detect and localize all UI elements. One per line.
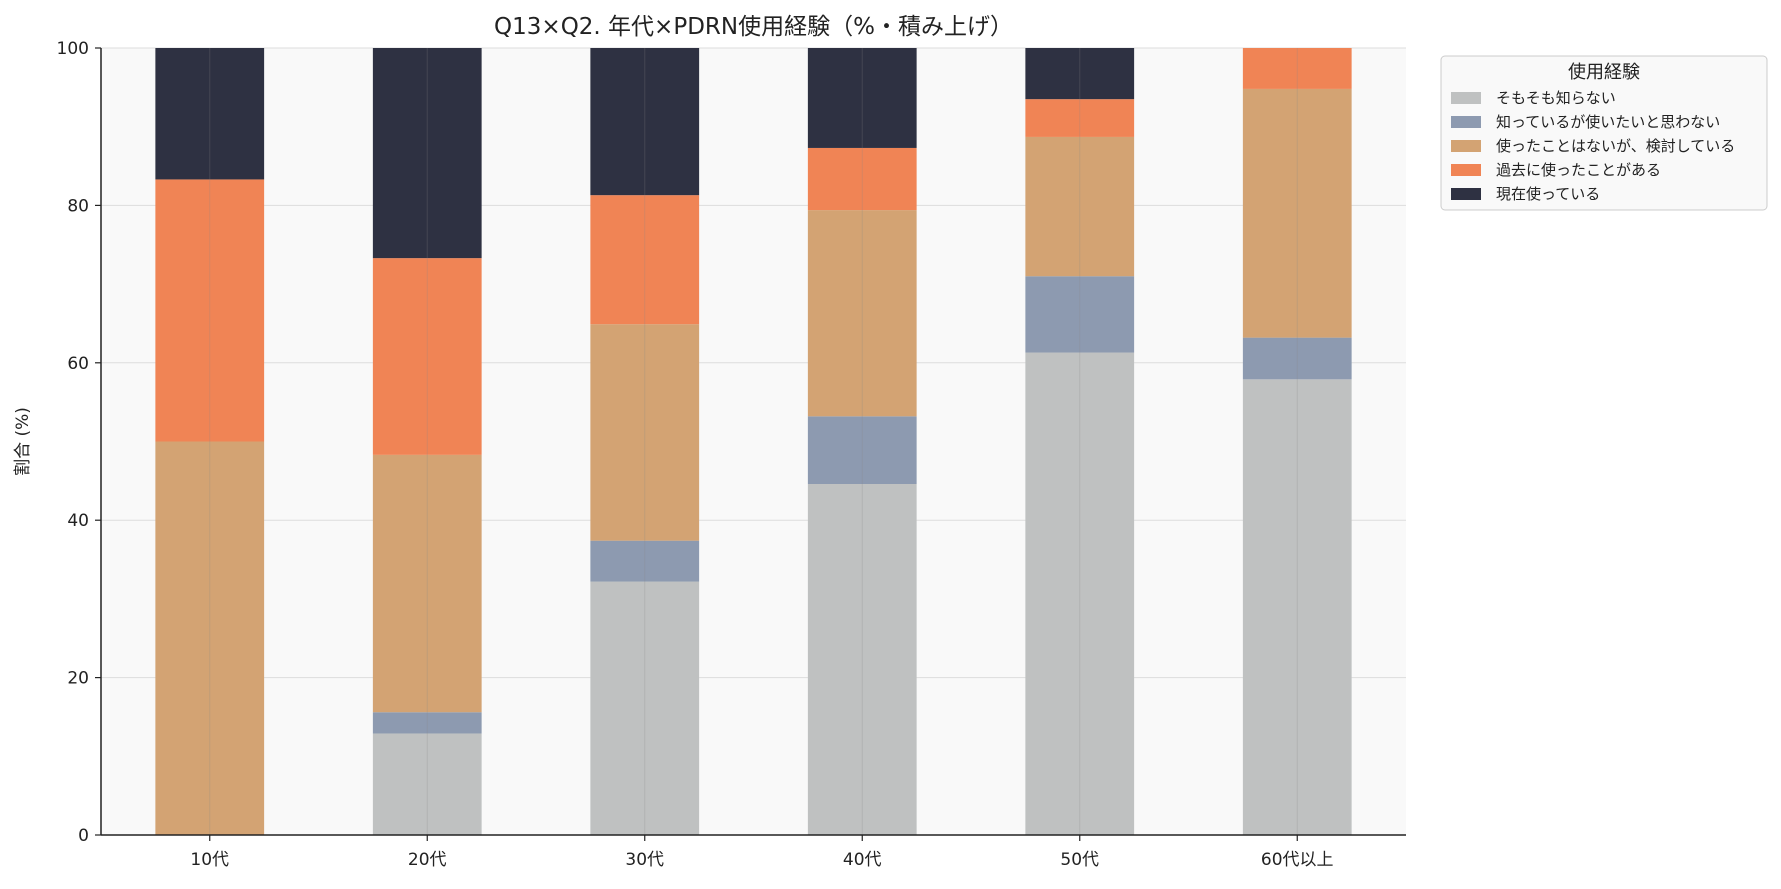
legend-swatch [1451,140,1481,152]
y-tick-label: 80 [67,196,89,216]
legend-label: 現在使っている [1496,185,1600,203]
y-tick-label: 100 [57,39,89,59]
bar-segment [1025,352,1135,835]
bar-segment [590,540,700,582]
axes [100,48,1406,836]
bar-segment [807,210,917,417]
legend-items: そもそも知らない知っているが使いたいと思わない使ったことはないが、検討している過… [1451,89,1735,203]
bar-segment [372,48,482,259]
y-tick-label: 0 [78,826,89,846]
legend-box [1440,55,1768,211]
bar-segment [590,195,700,325]
bar-segment [1242,88,1352,338]
bar-segment [807,48,917,148]
x-tick-label: 40代 [843,850,882,870]
x-tick-label: 50代 [1060,850,1099,870]
bar-segment [372,712,482,734]
legend-item: 使ったことはないが、検討している [1451,137,1735,155]
chart-title: Q13×Q2. 年代×PDRN使用経験（%・積み上げ） [494,14,1013,40]
bar-segment [1025,99,1135,137]
legend: 使用経験 そもそも知らない知っているが使いたいと思わない使ったことはないが、検討… [1440,55,1768,211]
bar-segment [807,483,917,835]
legend-item: 過去に使ったことがある [1451,161,1661,179]
legend-swatch [1451,164,1481,176]
legend-label: 使ったことはないが、検討している [1496,137,1735,155]
bar-segment [590,48,700,196]
legend-label: 知っているが使いたいと思わない [1496,113,1720,131]
bar-segment [590,581,700,835]
bar-segment [1025,276,1135,353]
bar-segment [1242,379,1352,835]
bar-segment [807,147,917,211]
y-axis-label: 割合 (%) [13,407,33,476]
bars [155,48,1352,835]
legend-item: そもそも知らない [1451,89,1616,107]
x-tick-label: 10代 [190,850,229,870]
bar-segment [1025,48,1135,100]
y-tick-label: 20 [67,669,89,689]
bar-segment [1242,337,1352,380]
bar-segment [372,258,482,455]
y-tick-label: 60 [67,354,89,374]
legend-title: 使用経験 [1568,62,1640,83]
x-tick-label: 60代以上 [1261,850,1334,870]
x-tick-label: 30代 [625,850,664,870]
legend-swatch [1451,188,1481,200]
bar-segment [372,454,482,713]
vertical-gridlines [209,48,1298,835]
bar-segment [155,48,265,180]
y-tick-label: 40 [67,511,89,531]
legend-label: 過去に使ったことがある [1496,161,1661,179]
bar-segment [1242,48,1352,89]
legend-swatch [1451,92,1481,104]
bar-segment [590,324,700,541]
plot-area-background [101,48,1406,835]
bar-segment [1025,136,1135,277]
legend-swatch [1451,116,1481,128]
legend-item: 知っているが使いたいと思わない [1451,113,1720,131]
bar-segment [807,416,917,484]
bar-segment [155,441,265,835]
gridlines [101,47,1406,679]
x-tick-label: 20代 [408,850,447,870]
tick-labels: 10代 20代 30代 40代 50代 60代以上 0 20 40 60 80 100 [57,39,1334,870]
legend-label: そもそも知らない [1496,89,1616,107]
legend-item: 現在使っている [1451,185,1600,203]
bar-segment [372,733,482,835]
bar-segment [155,179,265,442]
